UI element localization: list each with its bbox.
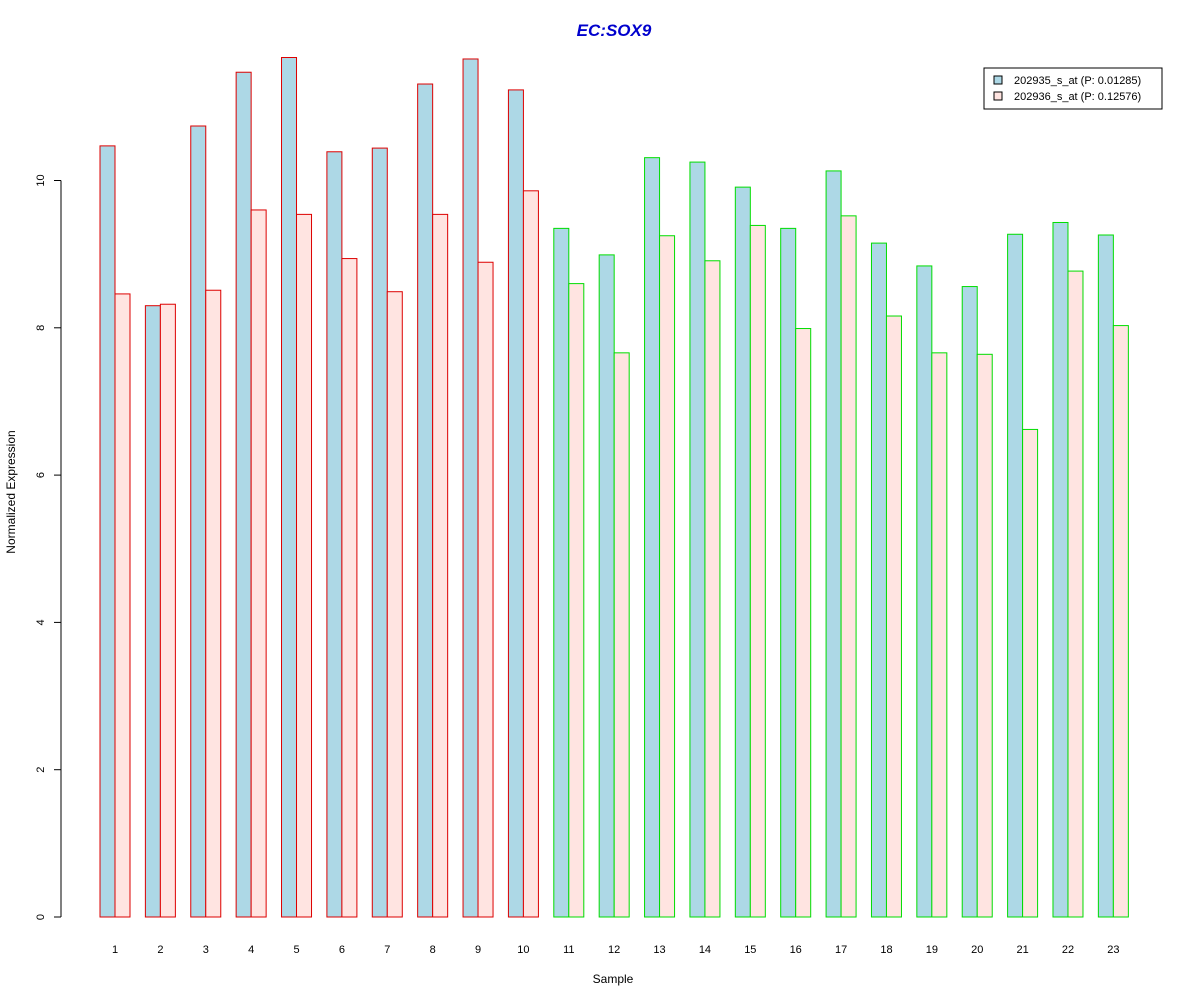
y-tick-label: 0: [35, 914, 47, 920]
bar-sample-9-series-2: [477, 261, 494, 918]
x-tick-label: 15: [744, 944, 756, 956]
x-tick-labels: 1 2 3 4 5 6 7 8 9 10 11 12 13 14 15 16 17 18 19 20 21 22 23: [112, 944, 1120, 956]
y-tick-label: 6: [35, 472, 47, 478]
x-tick-label: 9: [475, 944, 481, 956]
y-tick-label: 4: [35, 619, 47, 625]
bar-sample-19-series-2: [931, 352, 948, 918]
legend-box: [983, 67, 1163, 110]
x-tick-label: 2: [157, 944, 163, 956]
bar-sample-17-series-2: [840, 215, 857, 918]
bar-sample-16-series-2: [795, 328, 812, 918]
bar-sample-2-series-2: [159, 303, 176, 918]
bar-sample-21-series-1: [1007, 233, 1024, 918]
legend-swatch-1: [993, 75, 1003, 85]
bar-sample-1-series-2: [114, 293, 131, 918]
y-axis-title: Normalized Expression: [4, 430, 18, 553]
bar-sample-8-series-1: [417, 83, 434, 918]
y-tick-label: 2: [35, 767, 47, 773]
x-tick-label: 21: [1016, 944, 1028, 956]
chart-title: EC:SOX9: [577, 21, 652, 40]
legend-swatch-2: [993, 91, 1003, 101]
bar-sample-4-series-1: [235, 71, 252, 918]
bar-sample-6-series-1: [326, 151, 343, 918]
bar-sample-23-series-1: [1097, 234, 1114, 918]
bar-sample-17-series-1: [825, 170, 842, 918]
x-tick-label: 19: [926, 944, 938, 956]
y-axis: 0 2 4 6 8 10: [35, 174, 62, 920]
x-tick-label: 18: [880, 944, 892, 956]
bars-group: [99, 57, 1129, 918]
bar-sample-18-series-1: [870, 242, 887, 918]
legend-label-2: 202936_s_at (P: 0.12576): [1014, 91, 1141, 103]
x-tick-label: 11: [563, 944, 574, 956]
bar-sample-11-series-2: [568, 283, 585, 918]
bar-sample-5-series-1: [281, 57, 298, 918]
bar-sample-18-series-2: [885, 315, 902, 918]
bar-sample-10-series-1: [507, 89, 524, 918]
bar-sample-16-series-1: [780, 227, 797, 918]
x-tick-label: 4: [248, 944, 254, 956]
bar-sample-7-series-1: [371, 147, 388, 918]
x-tick-label: 12: [608, 944, 620, 956]
y-tick-label: 8: [35, 325, 47, 331]
x-axis-title: Sample: [593, 972, 634, 986]
x-tick-label: 8: [430, 944, 436, 956]
bar-sample-11-series-1: [553, 227, 570, 918]
bar-sample-4-series-2: [250, 209, 267, 918]
bar-sample-1-series-1: [99, 145, 116, 918]
x-tick-label: 10: [517, 944, 529, 956]
bar-sample-14-series-2: [704, 260, 721, 918]
bar-sample-13-series-2: [659, 235, 676, 918]
bar-sample-15-series-2: [749, 224, 766, 918]
x-tick-label: 16: [790, 944, 802, 956]
y-tick-label: 10: [35, 174, 47, 186]
bar-sample-5-series-2: [296, 213, 313, 918]
bar-sample-19-series-1: [916, 265, 933, 918]
bar-sample-22-series-1: [1052, 221, 1069, 918]
bar-sample-3-series-2: [205, 289, 222, 918]
bar-sample-8-series-2: [432, 213, 449, 918]
bar-sample-2-series-1: [144, 305, 161, 918]
x-tick-label: 17: [835, 944, 847, 956]
bar-sample-14-series-1: [689, 161, 706, 918]
bar-sample-12-series-2: [613, 352, 630, 918]
bar-sample-6-series-2: [341, 258, 358, 918]
legend: 202935_s_at (P: 0.01285) 202936_s_at (P:…: [983, 67, 1163, 110]
x-tick-label: 13: [653, 944, 665, 956]
x-tick-label: 14: [699, 944, 711, 956]
bar-sample-12-series-1: [598, 254, 615, 918]
bar-sample-7-series-2: [386, 291, 403, 918]
bar-sample-22-series-2: [1067, 270, 1084, 918]
bar-sample-20-series-2: [976, 353, 993, 918]
x-tick-label: 5: [293, 944, 299, 956]
x-tick-label: 22: [1062, 944, 1074, 956]
x-tick-label: 7: [384, 944, 390, 956]
bar-sample-3-series-1: [190, 125, 207, 918]
bar-sample-21-series-2: [1022, 428, 1039, 918]
bar-sample-13-series-1: [644, 157, 661, 918]
x-tick-label: 23: [1107, 944, 1119, 956]
bar-sample-20-series-1: [961, 286, 978, 918]
bar-sample-10-series-2: [522, 190, 539, 918]
bar-sample-9-series-1: [462, 58, 479, 918]
legend-label-1: 202935_s_at (P: 0.01285): [1014, 75, 1141, 87]
x-tick-label: 6: [339, 944, 345, 956]
bar-sample-23-series-2: [1112, 325, 1129, 918]
x-tick-label: 3: [203, 944, 209, 956]
x-tick-label: 1: [112, 944, 118, 956]
bar-sample-15-series-1: [734, 186, 751, 918]
x-tick-label: 20: [971, 944, 983, 956]
